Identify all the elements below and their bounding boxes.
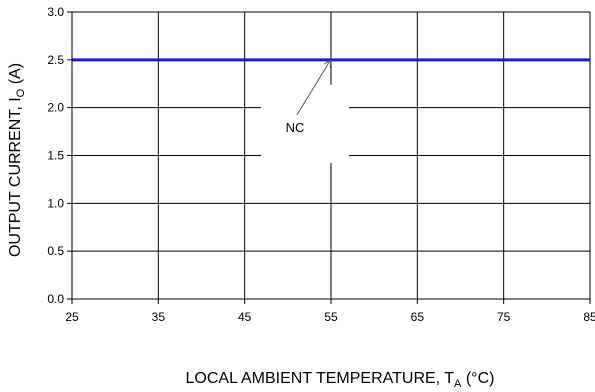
y-axis-label-unit: (A) (7, 63, 24, 89)
x-tick-label: 85 (583, 310, 595, 324)
x-tick-label: 55 (324, 310, 338, 324)
x-tick-labels: 25 35 45 55 65 75 85 (65, 310, 595, 324)
annotation-arrow-line (296, 60, 331, 116)
annotation-background (261, 84, 349, 163)
x-axis-label-main: LOCAL AMBIENT TEMPERATURE, T (186, 370, 455, 387)
annotation-box (261, 84, 349, 163)
y-tick-label: 1.0 (47, 196, 64, 210)
y-tick-label: 1.5 (47, 149, 64, 163)
x-tick-label: 45 (238, 310, 252, 324)
axes (67, 11, 591, 304)
x-tick-label: 65 (411, 310, 425, 324)
y-axis-label: OUTPUT CURRENT, IO (A) (7, 63, 27, 257)
y-tick-label: 0.5 (47, 244, 64, 258)
y-axis-label-main: OUTPUT CURRENT, I (7, 97, 24, 257)
x-tick-label: 75 (497, 310, 511, 324)
annotation-label: NC (286, 120, 305, 135)
x-axis-label: LOCAL AMBIENT TEMPERATURE, TA (°C) (186, 370, 495, 390)
y-tick-label: 2.0 (47, 101, 64, 115)
x-axis-label-subscript: A (454, 378, 462, 390)
x-axis-label-unit: (°C) (461, 370, 494, 387)
y-tick-labels: 0.0 0.5 1.0 1.5 2.0 2.5 3.0 (47, 5, 64, 306)
x-tick-label: 35 (152, 310, 166, 324)
y-tick-label: 0.0 (47, 292, 64, 306)
y-tick-label: 3.0 (47, 5, 64, 19)
annotations: NC (286, 58, 332, 135)
y-axis-label-subscript: O (15, 88, 27, 97)
y-tick-label: 2.5 (47, 53, 64, 67)
x-tick-label: 25 (65, 310, 79, 324)
annotation-arrowhead (323, 58, 332, 68)
